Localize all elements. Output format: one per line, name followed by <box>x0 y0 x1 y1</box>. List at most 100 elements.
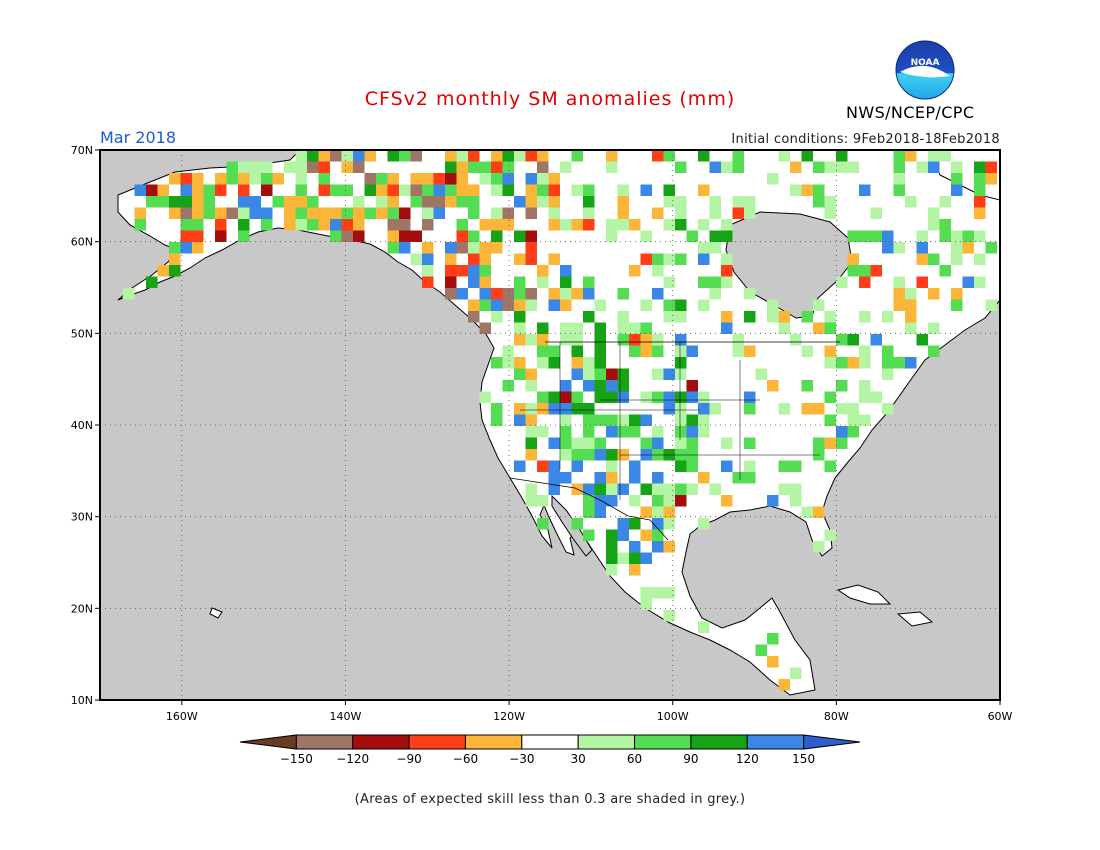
anomaly-cell <box>318 184 330 196</box>
anomaly-cell <box>893 173 905 185</box>
anomaly-cell <box>479 219 491 231</box>
anomaly-cell <box>617 196 629 208</box>
colorbar-label: 90 <box>683 752 698 766</box>
colorbar-swatch <box>746 734 805 750</box>
anomaly-cell <box>560 322 572 334</box>
anomaly-cell <box>675 460 687 472</box>
anomaly-cell <box>594 391 606 403</box>
anomaly-cell <box>928 345 940 357</box>
anomaly-cell <box>479 391 491 403</box>
anomaly-cell <box>238 173 250 185</box>
anomaly-cell <box>847 161 859 173</box>
anomaly-cell <box>433 196 445 208</box>
anomaly-cell <box>663 610 675 622</box>
anomaly-cell <box>433 173 445 185</box>
anomaly-cell <box>698 426 710 438</box>
anomaly-cell <box>606 449 618 461</box>
anomaly-cell <box>376 173 388 185</box>
anomaly-cell <box>445 242 457 254</box>
anomaly-cell <box>341 207 353 219</box>
anomaly-cell <box>537 426 549 438</box>
anomaly-cell <box>824 322 836 334</box>
anomaly-cell <box>790 334 802 346</box>
anomaly-cell <box>410 253 422 265</box>
anomaly-cell <box>353 219 365 231</box>
anomaly-cell <box>709 288 721 300</box>
anomaly-cell <box>640 483 652 495</box>
anomaly-cell <box>709 276 721 288</box>
anomaly-cell <box>640 529 652 541</box>
anomaly-cell <box>479 322 491 334</box>
anomaly-cell <box>709 230 721 242</box>
anomaly-cell <box>640 345 652 357</box>
anomaly-cell <box>295 173 307 185</box>
anomaly-cell <box>870 334 882 346</box>
anomaly-cell <box>663 495 675 507</box>
anomaly-cell <box>433 207 445 219</box>
anomaly-cell <box>675 196 687 208</box>
anomaly-cell <box>456 265 468 277</box>
anomaly-cell <box>698 518 710 530</box>
anomaly-cell <box>123 288 135 300</box>
anomaly-cell <box>560 299 572 311</box>
anomaly-cell <box>548 184 560 196</box>
anomaly-cell <box>525 242 537 254</box>
anomaly-cell <box>548 253 560 265</box>
anomaly-cell <box>640 552 652 564</box>
anomaly-cell <box>813 322 825 334</box>
anomaly-cell <box>859 265 871 277</box>
anomaly-cell <box>560 414 572 426</box>
anomaly-cell <box>571 391 583 403</box>
anomaly-cell <box>617 334 629 346</box>
anomaly-cell <box>249 207 261 219</box>
anomaly-cell <box>295 150 307 162</box>
colorbar-label: −30 <box>509 752 534 766</box>
anomaly-cell <box>537 265 549 277</box>
anomaly-cell <box>985 173 997 185</box>
anomaly-cell <box>548 391 560 403</box>
anomaly-cell <box>859 391 871 403</box>
anomaly-cell <box>721 276 733 288</box>
anomaly-cell <box>491 414 503 426</box>
anomaly-cell <box>836 380 848 392</box>
colorbar-swatch <box>690 734 748 750</box>
anomaly-cell <box>962 276 974 288</box>
anomaly-cell <box>767 299 779 311</box>
anomaly-cell <box>525 173 537 185</box>
anomaly-cell <box>468 196 480 208</box>
anomaly-cell <box>951 299 963 311</box>
anomaly-cell <box>617 311 629 323</box>
anomaly-cell <box>606 552 618 564</box>
anomaly-cell <box>985 161 997 173</box>
anomaly-cell <box>629 426 641 438</box>
anomaly-cell <box>951 173 963 185</box>
colorbar-swatch <box>634 734 692 750</box>
anomaly-cell <box>652 506 664 518</box>
anomaly-cell <box>341 184 353 196</box>
anomaly-cell <box>525 334 537 346</box>
anomaly-cell <box>652 472 664 484</box>
anomaly-cell <box>686 426 698 438</box>
anomaly-cell <box>422 173 434 185</box>
initial-conditions-label: Initial conditions: 9Feb2018-18Feb2018 <box>731 132 1000 147</box>
anomaly-cell <box>192 242 204 254</box>
anomaly-cell <box>387 207 399 219</box>
anomaly-cell <box>767 495 779 507</box>
anomaly-cell <box>571 518 583 530</box>
anomaly-cell <box>847 414 859 426</box>
anomaly-cell <box>675 483 687 495</box>
anomaly-cell <box>583 196 595 208</box>
colorbar-label: 60 <box>627 752 642 766</box>
anomaly-cell <box>226 161 238 173</box>
anomaly-cell <box>744 196 756 208</box>
anomaly-cell <box>767 173 779 185</box>
anomaly-cell <box>525 483 537 495</box>
anomaly-cell <box>491 299 503 311</box>
anomaly-cell <box>364 207 376 219</box>
anomaly-cell <box>732 334 744 346</box>
anomaly-cell <box>238 207 250 219</box>
anomaly-cell <box>640 253 652 265</box>
anomaly-cell <box>640 437 652 449</box>
anomaly-cell <box>491 219 503 231</box>
anomaly-cell <box>422 253 434 265</box>
